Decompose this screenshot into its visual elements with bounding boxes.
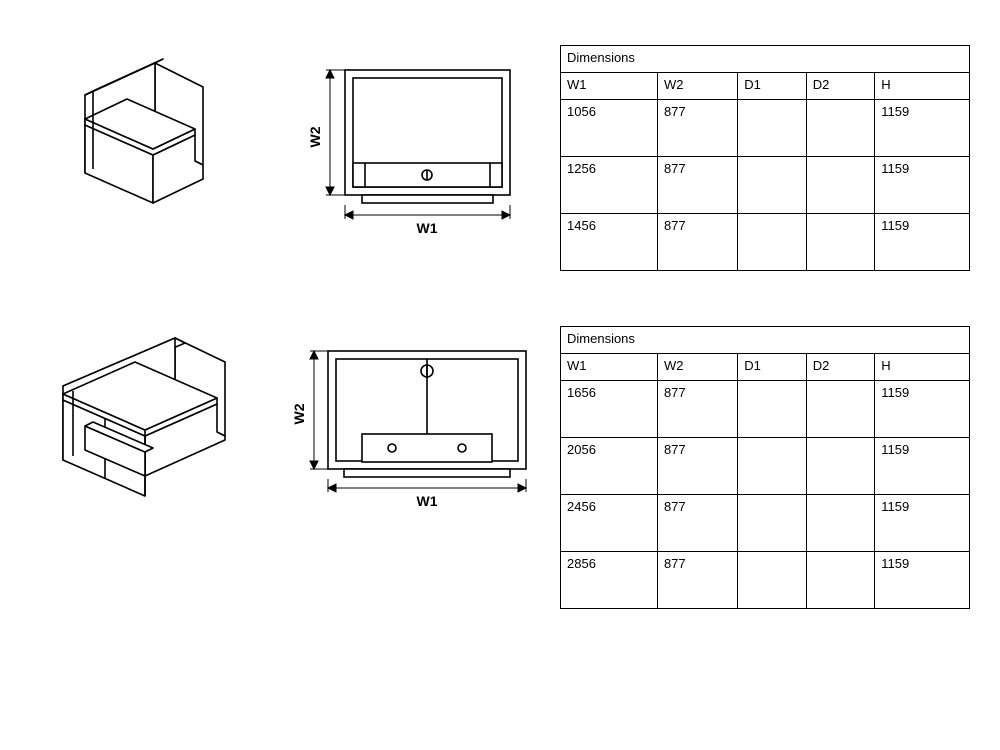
cell	[738, 552, 807, 609]
cell	[806, 495, 875, 552]
dimensions-table-2: Dimensions W1 W2 D1 D2 H 1656 877 1159 2…	[560, 326, 1000, 609]
w2-label: W2	[307, 126, 323, 147]
product-row-1: W2 W1 Dimensions W1 W2 D1 D2 H 1056	[0, 0, 1000, 271]
cell	[738, 157, 807, 214]
w1-label: W1	[417, 493, 438, 509]
col-header: D1	[738, 73, 807, 100]
col-header: W1	[561, 73, 658, 100]
cell	[738, 381, 807, 438]
cell	[738, 495, 807, 552]
cell: 2456	[561, 495, 658, 552]
col-header: D1	[738, 354, 807, 381]
col-header: D2	[806, 354, 875, 381]
cell: 877	[657, 552, 737, 609]
col-header: W2	[657, 73, 737, 100]
w1-label: W1	[417, 220, 438, 236]
cell	[806, 157, 875, 214]
cell: 877	[657, 495, 737, 552]
cell: 1056	[561, 100, 658, 157]
col-header: H	[875, 354, 970, 381]
table-title: Dimensions	[561, 327, 970, 354]
col-header: W1	[561, 354, 658, 381]
cell: 1256	[561, 157, 658, 214]
w2-label: W2	[291, 403, 307, 424]
product-row-2: W2 W1 Dimensions W1 W2 D1 D2 H 1656	[0, 271, 1000, 609]
cell	[806, 438, 875, 495]
cell: 1159	[875, 100, 970, 157]
cell	[806, 100, 875, 157]
cell: 877	[657, 381, 737, 438]
dimensions-table-1: Dimensions W1 W2 D1 D2 H 1056 877 1159 1…	[560, 45, 1000, 271]
plan-drawing-2: W2 W1	[270, 326, 560, 526]
cell	[806, 552, 875, 609]
cell: 1159	[875, 438, 970, 495]
cell: 2856	[561, 552, 658, 609]
plan-drawing-1: W2 W1	[270, 45, 560, 245]
cell	[738, 100, 807, 157]
cell: 1159	[875, 214, 970, 271]
cell: 1159	[875, 157, 970, 214]
iso-drawing-2	[0, 326, 270, 506]
col-header: D2	[806, 73, 875, 100]
cell: 1159	[875, 552, 970, 609]
cell	[738, 214, 807, 271]
cell: 877	[657, 438, 737, 495]
cell: 2056	[561, 438, 658, 495]
cell: 1159	[875, 495, 970, 552]
col-header: H	[875, 73, 970, 100]
cell: 1456	[561, 214, 658, 271]
cell: 1656	[561, 381, 658, 438]
iso-drawing-1	[0, 45, 270, 215]
cell: 877	[657, 100, 737, 157]
cell: 877	[657, 214, 737, 271]
table-title: Dimensions	[561, 46, 970, 73]
col-header: W2	[657, 354, 737, 381]
cell: 877	[657, 157, 737, 214]
cell	[806, 214, 875, 271]
cell	[806, 381, 875, 438]
cell: 1159	[875, 381, 970, 438]
cell	[738, 438, 807, 495]
